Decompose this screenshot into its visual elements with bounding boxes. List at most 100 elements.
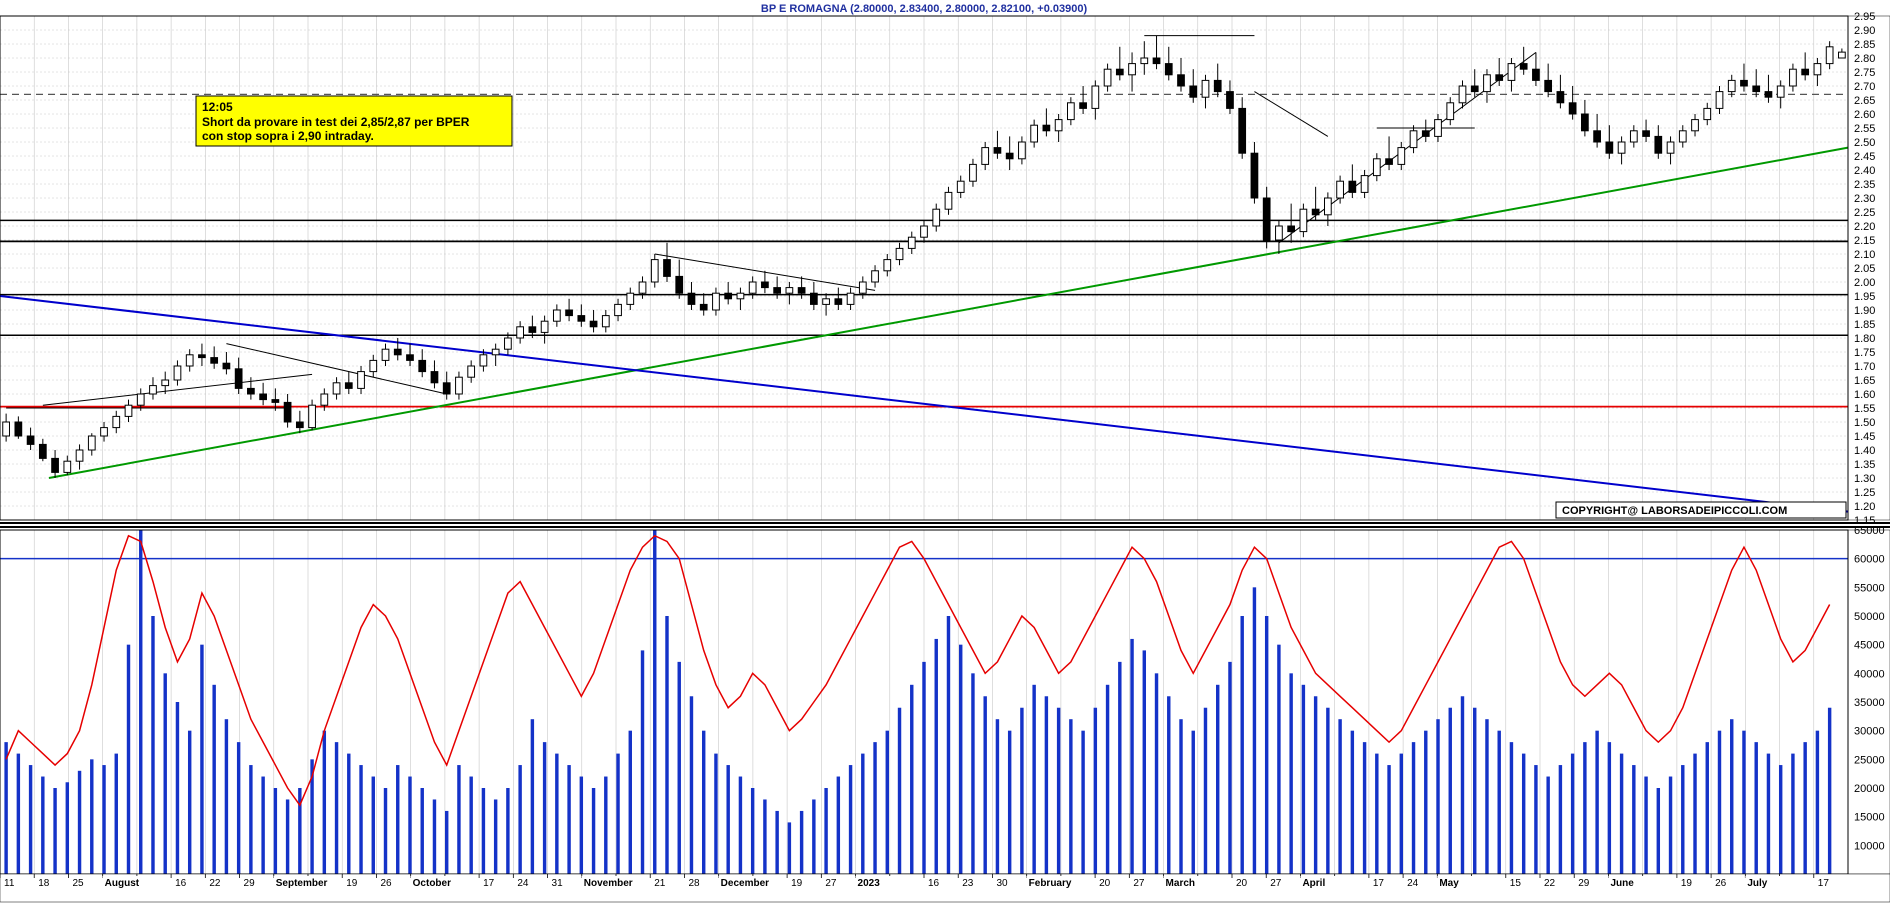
y-label: 2.20 [1854,221,1875,233]
candle-body [345,383,352,389]
volume-bar [506,788,509,874]
volume-bar [1057,708,1060,874]
volume-bar [531,719,534,874]
candle-body [174,366,181,380]
volume-bar [616,754,619,874]
x-label: 25 [72,878,84,889]
x-label: 15 [1510,878,1522,889]
candle-body [541,321,548,332]
candle-body [1606,142,1613,153]
x-label: 27 [1133,878,1145,889]
candle-body [125,405,132,416]
candle-body [1826,47,1833,64]
volume-bar [1240,616,1243,874]
volume-bar [1534,765,1537,874]
candle-body [137,394,144,405]
candle-body [933,209,940,226]
volume-bar [1277,645,1280,874]
volume-bar [1106,685,1109,874]
x-label: 27 [1270,878,1282,889]
volume-bar [800,811,803,874]
x-label: 21 [654,878,666,889]
candle-body [602,316,609,327]
volume-bar [139,530,142,874]
candle-body [1312,209,1319,215]
x-month-label: July [1747,878,1767,889]
volume-bar [335,742,338,874]
volume-bar [653,530,656,874]
candle-body [1019,142,1026,159]
candle-body [700,304,707,310]
volume-bar [1754,742,1757,874]
y-label: 1.25 [1854,487,1875,499]
candle-body [235,369,242,389]
volume-bar [1387,765,1390,874]
x-label: 29 [1578,878,1590,889]
candle-body [945,192,952,209]
candle-body [762,282,769,288]
volume-bar [775,811,778,874]
volume-bar [164,673,167,874]
y-label: 2.05 [1854,263,1875,275]
candle-body [333,383,340,394]
vol-y-label: 30000 [1854,726,1885,738]
volume-bar [1742,731,1745,874]
vol-y-label: 50000 [1854,611,1885,623]
volume-bar [1326,708,1329,874]
volume-bar [690,696,693,874]
volume-bar [543,742,546,874]
volume-bar [1045,696,1048,874]
x-label: 17 [1818,878,1830,889]
candle-body [1422,131,1429,137]
candle-body [1055,120,1062,131]
volume-bar [947,616,950,874]
candle-body [284,402,291,422]
volume-bar [1143,650,1146,874]
volume-bar [824,788,827,874]
y-label: 2.70 [1854,81,1875,93]
candle-body [847,293,854,304]
annotation-line1: Short da provare in test dei 2,85/2,87 p… [202,115,470,129]
x-label: 17 [483,878,495,889]
volume-bar [1791,754,1794,874]
candle-body [162,380,169,386]
volume-bar [1400,754,1403,874]
volume-bar [457,765,460,874]
volume-bar [1118,662,1121,874]
volume-bar [1559,765,1562,874]
candle-body [272,400,279,403]
volume-bar [1485,719,1488,874]
volume-bar [1571,754,1574,874]
volume-bar [421,788,424,874]
candle-body [1251,153,1258,198]
candle-body [517,327,524,338]
volume-bar [1669,777,1672,874]
volume-bar [1657,788,1660,874]
candle-body [639,282,646,293]
x-label: 16 [175,878,187,889]
candle-body [1104,69,1111,86]
candle-body [1777,86,1784,97]
volume-bar [567,765,570,874]
volume-bar [1069,719,1072,874]
y-label: 2.40 [1854,165,1875,177]
candle-body [1716,92,1723,109]
volume-bar [996,719,999,874]
y-label: 2.25 [1854,207,1875,219]
candle-body [1508,64,1515,81]
x-label: 28 [688,878,700,889]
candle-body [27,436,34,444]
candle-body [223,363,230,369]
candle-body [872,271,879,282]
candle-body [1373,159,1380,176]
y-label: 1.20 [1854,501,1875,513]
financial-chart[interactable]: 2.952.902.852.802.752.702.652.602.552.50… [0,0,1890,903]
volume-bar [665,616,668,874]
x-label: 20 [1099,878,1111,889]
vol-y-label: 55000 [1854,582,1885,594]
volume-bar [1228,662,1231,874]
candle-body [431,372,438,383]
y-label: 2.45 [1854,151,1875,163]
x-month-label: October [413,878,451,889]
candle-body [835,299,842,305]
